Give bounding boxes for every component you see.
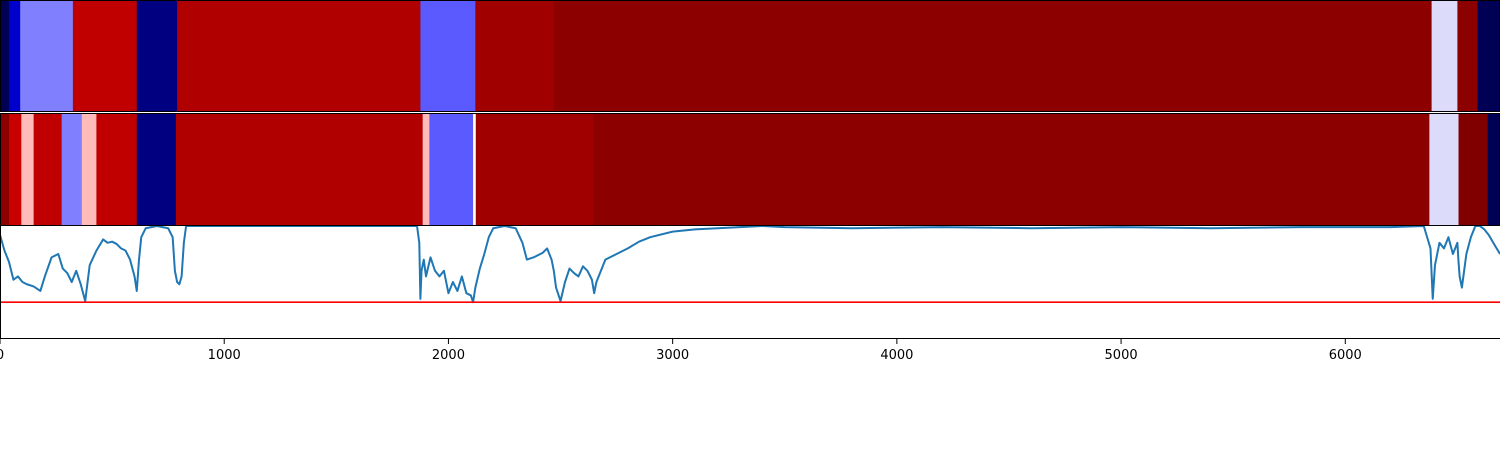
heatmap-cell	[136, 114, 177, 226]
x-tick-label: 1000	[208, 348, 241, 363]
heatmap-cell	[0, 1, 10, 112]
heatmap-cell	[553, 1, 1433, 112]
heatmap-row-bottom	[0, 114, 1500, 226]
heatmap-cell	[1429, 114, 1459, 226]
heatmap-cell	[1457, 1, 1478, 112]
x-axis: 0 1000 2000 3000 4000 5000 6000	[0, 339, 1362, 363]
x-tick-label: 5000	[1105, 348, 1138, 363]
heatmap-cell	[81, 114, 97, 226]
x-tick-label: 4000	[880, 348, 913, 363]
heatmap-cell	[473, 114, 477, 226]
heatmap-cell	[429, 114, 474, 226]
heatmap-cell	[72, 1, 138, 112]
heatmap-row-top	[0, 1, 1500, 112]
heatmap-cell	[1431, 1, 1458, 112]
heatmap-cell	[1477, 1, 1500, 112]
x-tick-label: 3000	[656, 348, 689, 363]
x-tick-label: 2000	[432, 348, 465, 363]
heatmap-cell	[177, 1, 421, 112]
heatmap-cell	[1458, 114, 1489, 226]
x-tick-label: 6000	[1329, 348, 1362, 363]
line-plot-panel	[0, 226, 1500, 339]
heatmap-cell	[0, 114, 10, 226]
heatmap-cell	[136, 1, 178, 112]
heatmap-cell	[20, 1, 74, 112]
heatmap-cell	[8, 114, 22, 226]
heatmap-cell	[8, 1, 21, 112]
heatmap-cell	[593, 114, 1430, 226]
heatmap-cell	[475, 1, 555, 112]
heatmap-cell	[475, 114, 594, 226]
series-line	[0, 226, 1500, 304]
heatmap-cell	[33, 114, 63, 226]
heatmap-cell	[61, 114, 83, 226]
x-tick-label: 0	[0, 348, 4, 363]
heatmap-cell	[176, 114, 424, 226]
line-plot-background	[0, 226, 1500, 338]
heatmap-cell	[420, 1, 476, 112]
heatmap-cell	[1487, 114, 1500, 226]
heatmap-cell	[422, 114, 430, 226]
heatmap-cell	[21, 114, 35, 226]
heatmap-cell	[96, 114, 138, 226]
